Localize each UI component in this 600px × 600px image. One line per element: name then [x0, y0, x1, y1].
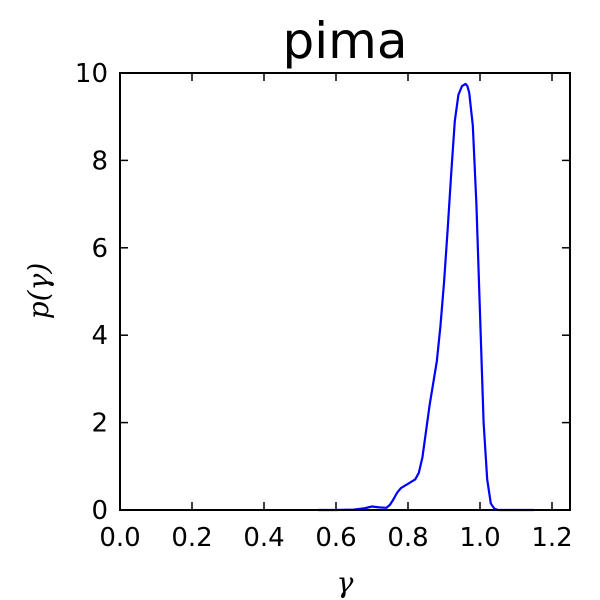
y-tick-label: 6 [91, 234, 108, 264]
series-line [318, 82, 534, 512]
y-axis-label: p(γ) [22, 263, 55, 320]
plot-frame [119, 72, 571, 511]
axis-ticks [119, 72, 570, 511]
y-tick-label: 10 [75, 59, 108, 89]
x-tick-label: 1.0 [459, 523, 500, 553]
y-tick-label: 4 [91, 321, 108, 351]
x-tick-label: 1.2 [531, 523, 572, 553]
y-tick-label: 0 [91, 496, 108, 526]
y-tick-label: 2 [91, 409, 108, 439]
x-tick-label: 0.8 [387, 523, 428, 553]
x-tick-label: 0.0 [99, 523, 140, 553]
x-tick-label: 0.6 [315, 523, 356, 553]
y-tick-label: 8 [91, 146, 108, 176]
chart-title: pima [283, 12, 408, 70]
x-axis-label: γ [337, 566, 354, 599]
tick-labels: 0.0 0.2 0.4 0.6 0.8 1.0 1.2 0 2 4 6 8 10 [75, 59, 573, 553]
x-tick-label: 0.2 [171, 523, 212, 553]
x-tick-label: 0.4 [243, 523, 284, 553]
